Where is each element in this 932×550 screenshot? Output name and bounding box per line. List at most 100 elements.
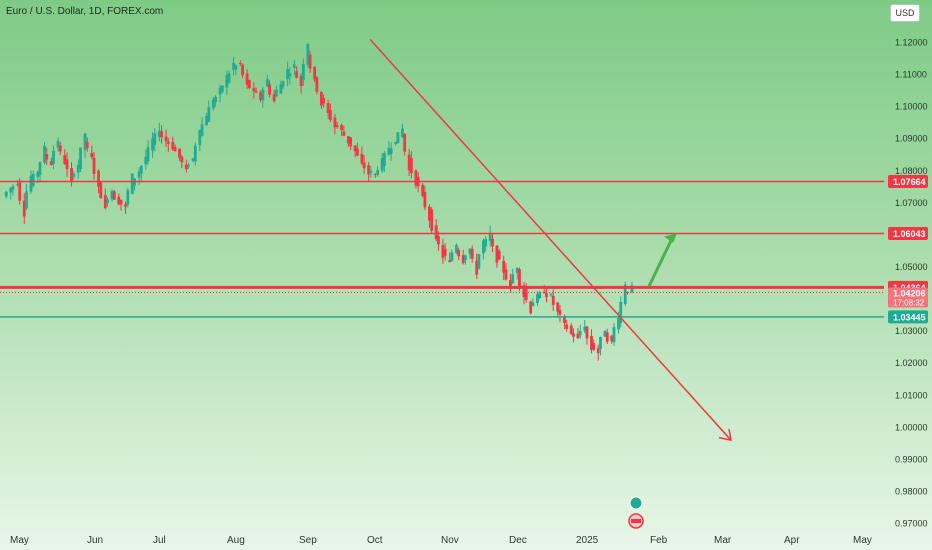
candle-body — [443, 248, 447, 256]
candle-body — [207, 107, 211, 122]
currency-dropdown[interactable]: USD — [890, 4, 920, 22]
y-axis[interactable]: 1.12000 1.11000 1.10000 1.09000 1.08000 1.070… — [895, 37, 928, 528]
candle-body — [52, 151, 55, 165]
candle-body — [25, 191, 28, 209]
y-tick-label: 1.12000 — [895, 37, 928, 47]
candle-body — [227, 73, 231, 83]
downtrend-line[interactable] — [369, 38, 732, 441]
candle-body — [171, 141, 175, 150]
y-tick-label: 1.01000 — [895, 390, 928, 400]
candle-body — [545, 293, 548, 298]
candle-body — [538, 292, 542, 299]
candle-body — [151, 138, 154, 151]
candle-body — [383, 152, 386, 167]
candle-body — [281, 81, 285, 87]
candle-body — [153, 133, 157, 145]
y-tick-label: 1.10000 — [895, 102, 928, 112]
level-tag — [888, 175, 928, 189]
candle-body — [36, 171, 40, 177]
candle-body — [403, 133, 407, 152]
candle-body — [389, 148, 393, 154]
current-price-tag — [888, 287, 928, 308]
candle-body — [211, 99, 215, 109]
candle-body — [590, 335, 593, 350]
candle-body — [596, 348, 600, 354]
projection-arrow[interactable] — [647, 235, 675, 287]
candle-body — [335, 125, 339, 127]
candle-body — [193, 145, 197, 162]
candle-body — [16, 184, 19, 186]
candle-body — [504, 269, 508, 280]
candle-body — [502, 260, 506, 273]
x-axis[interactable]: May Jun Jul Aug Sep Oct Nov Dec 2025 Feb Mar Apr May — [10, 535, 872, 546]
x-tick-label: May — [10, 535, 29, 546]
candle-body — [173, 147, 177, 152]
current-price-label: 1.04206 — [893, 288, 926, 298]
x-tick-label: Jul — [153, 535, 166, 546]
candle-body — [306, 44, 310, 65]
candle-body — [187, 165, 190, 167]
candle-body — [367, 165, 371, 175]
y-tick-label: 1.08000 — [895, 166, 928, 176]
candle-body — [43, 145, 46, 163]
candle-body — [299, 75, 303, 87]
candle-body — [558, 310, 562, 315]
flag-icon[interactable] — [629, 496, 643, 510]
x-tick-label: Sep — [299, 535, 317, 546]
candle-body — [29, 175, 33, 192]
candle-body — [272, 94, 276, 102]
candle-body — [603, 331, 607, 337]
y-tick-label: 1.07000 — [895, 198, 928, 208]
candle-body — [22, 200, 26, 217]
candle-body — [90, 152, 94, 158]
candle-body — [322, 98, 326, 104]
level-tag — [888, 310, 928, 324]
candle-body — [410, 158, 413, 174]
candle-body — [99, 182, 103, 199]
candle-body — [130, 173, 134, 194]
candle-body — [137, 171, 141, 178]
candle-body — [225, 75, 229, 88]
candle-body — [522, 285, 526, 298]
drawings[interactable] — [369, 38, 732, 442]
candle-body — [355, 148, 359, 156]
price-tags: 1.076641.060431.043641.034451.0420617:08… — [888, 175, 928, 324]
candle-body — [308, 54, 312, 69]
candle-body — [387, 147, 391, 155]
candle-body — [518, 269, 521, 287]
candle-body — [97, 170, 100, 187]
candle-body — [376, 170, 380, 175]
candle-body — [423, 192, 427, 208]
candle-body — [274, 89, 278, 97]
candle-body — [218, 87, 222, 95]
candle-body — [319, 91, 323, 106]
candle-body — [583, 326, 587, 331]
candle-body — [482, 240, 485, 254]
event-markers[interactable] — [628, 496, 644, 529]
candle-body — [144, 156, 148, 165]
candle-body — [563, 316, 566, 324]
x-tick-label: Aug — [227, 535, 245, 546]
candle-body — [245, 73, 249, 85]
candle-body — [232, 63, 235, 70]
candle-body — [585, 326, 589, 339]
candle-body — [396, 132, 400, 144]
candle-body — [617, 318, 620, 330]
candle-body — [56, 140, 60, 148]
candle-body — [515, 268, 519, 273]
candle-body — [198, 129, 202, 146]
candle-body — [572, 333, 575, 337]
chart-title: Euro / U.S. Dollar, 1D, FOREX.com — [6, 6, 163, 17]
x-tick-label: May — [853, 535, 872, 546]
candle-body — [497, 251, 501, 260]
candle-body — [565, 324, 569, 329]
horizontal-levels[interactable] — [0, 180, 884, 318]
candle-body — [328, 110, 332, 120]
candle-body — [124, 204, 127, 207]
candle-body — [495, 245, 499, 263]
candle-body — [342, 131, 346, 136]
y-tick-label: 0.98000 — [895, 487, 928, 497]
candle-body — [484, 238, 488, 247]
